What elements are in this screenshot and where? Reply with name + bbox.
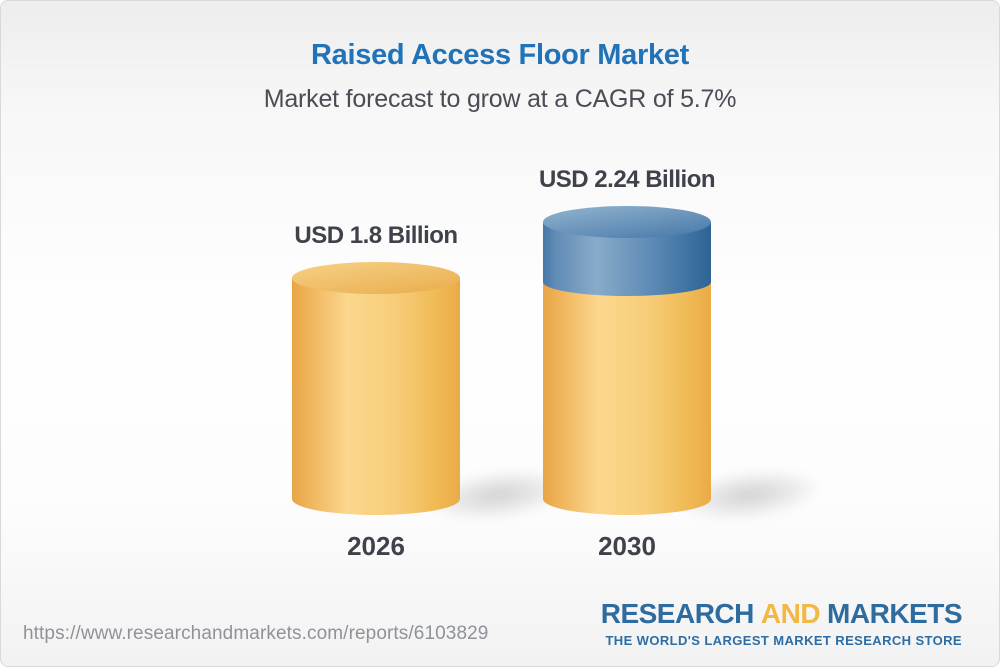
value-label-2030: USD 2.24 Billion [538,166,716,193]
logo-tagline: THE WORLD'S LARGEST MARKET RESEARCH STOR… [605,633,962,648]
category-label-2026: 2026 [347,531,405,561]
research-and-markets-logo: RESEARCH AND MARKETS THE WORLD'S LARGEST M… [600,598,963,648]
logo-wordmark: RESEARCH AND MARKETS [600,598,963,630]
cylinder-2026-body [292,278,460,499]
cylinder-2026-bottom [292,483,460,515]
report-url: https://www.researchandmarkets.com/repor… [23,623,489,644]
cylinder-2030-cap [543,206,711,238]
category-label-2030: 2030 [598,531,656,561]
logo-word-research: RESEARCH [600,598,755,629]
cylinder-2030-base-body [543,282,711,499]
cylinder-2026-cap [292,262,460,294]
logo-word-markets: MARKETS [827,598,962,629]
cylinder-2026 [292,262,460,515]
value-label-2026: USD 1.8 Billion [294,222,458,249]
cylinder-2030-bottom [543,483,711,515]
page-title: Raised Access Floor Market [311,39,689,71]
logo-word-and: AND [760,598,821,629]
cylinder-2030 [543,206,711,515]
page-subtitle: Market forecast to grow at a CAGR of 5.7… [263,85,737,113]
